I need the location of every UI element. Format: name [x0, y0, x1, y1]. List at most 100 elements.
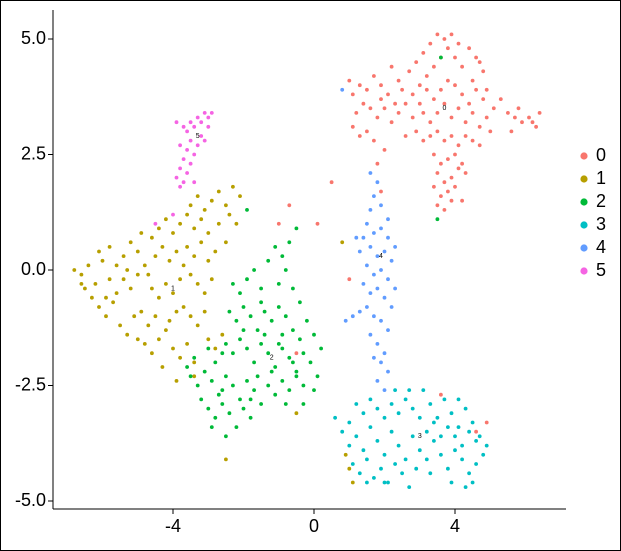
- point-cluster-2: [298, 300, 302, 305]
- point-cluster-4: [340, 87, 345, 92]
- point-cluster-1: [227, 212, 232, 217]
- point-cluster-3: [368, 425, 373, 429]
- point-cluster-3: [389, 402, 394, 406]
- point-cluster-0: [449, 134, 454, 138]
- point-cluster-1: [146, 323, 151, 328]
- point-cluster-1: [135, 249, 140, 254]
- point-cluster-5: [202, 138, 207, 143]
- point-cluster-1: [90, 295, 94, 300]
- point-cluster-5: [171, 212, 175, 217]
- point-cluster-4: [357, 249, 362, 254]
- point-cluster-1: [164, 328, 168, 332]
- point-cluster-2: [231, 282, 235, 286]
- point-cluster-0: [403, 134, 408, 138]
- point-cluster-0: [456, 41, 461, 46]
- point-cluster-2: [231, 351, 235, 356]
- point-cluster-1: [178, 221, 183, 226]
- point-cluster-1: [343, 452, 348, 457]
- point-cluster-0: [527, 115, 531, 120]
- point-cluster-3: [382, 452, 387, 457]
- point-cluster-1: [97, 305, 101, 309]
- point-cluster-2: [312, 388, 316, 392]
- point-cluster-3: [449, 411, 454, 416]
- point-cluster-0: [382, 148, 387, 152]
- point-cluster-2: [298, 337, 302, 342]
- point-cluster-5: [202, 111, 207, 115]
- point-cluster-1: [164, 282, 168, 286]
- point-cluster-5: [153, 221, 158, 226]
- point-cluster-0: [424, 87, 429, 92]
- point-cluster-0: [449, 175, 454, 180]
- point-cluster-4: [393, 245, 397, 249]
- point-cluster-0: [432, 184, 436, 189]
- point-cluster-1: [167, 318, 172, 323]
- point-cluster-2: [262, 309, 267, 314]
- point-cluster-0: [435, 203, 440, 208]
- point-cluster-4: [379, 203, 383, 208]
- point-cluster-1: [199, 217, 204, 222]
- point-cluster-1: [206, 258, 211, 263]
- point-cluster-1: [107, 277, 112, 282]
- point-cluster-1: [157, 295, 161, 300]
- point-cluster-1: [132, 314, 137, 319]
- point-cluster-3: [382, 480, 387, 485]
- point-cluster-5: [192, 152, 197, 157]
- y-tick-label: -5.0: [15, 490, 46, 510]
- point-cluster-5: [181, 124, 186, 129]
- point-cluster-0: [435, 171, 440, 175]
- point-cluster-0: [463, 134, 468, 138]
- point-cluster-0: [484, 87, 489, 92]
- point-cluster-3: [410, 434, 415, 439]
- point-cluster-0: [410, 115, 415, 120]
- point-cluster-4: [372, 314, 376, 319]
- point-cluster-0: [456, 106, 461, 111]
- point-cluster-0: [400, 87, 404, 92]
- point-cluster-2: [202, 369, 207, 374]
- point-cluster-5: [188, 120, 193, 125]
- point-cluster-0: [428, 120, 433, 125]
- point-cluster-2: [291, 328, 295, 332]
- point-cluster-0: [453, 152, 457, 157]
- point-cluster-1: [216, 221, 221, 226]
- point-cluster-2: [213, 415, 218, 420]
- point-cluster-2: [287, 388, 292, 392]
- point-cluster-2: [280, 332, 285, 337]
- point-cluster-2: [227, 309, 232, 314]
- point-cluster-2: [301, 402, 306, 406]
- point-cluster-4: [368, 171, 373, 175]
- x-tick-label: 0: [309, 516, 319, 536]
- point-cluster-2: [266, 351, 271, 356]
- point-cluster-1: [224, 457, 228, 462]
- point-cluster-3: [439, 434, 443, 439]
- legend-label-4: 4: [596, 237, 606, 257]
- point-cluster-2: [308, 360, 313, 365]
- legend-swatch-0: [580, 152, 588, 160]
- point-cluster-2: [305, 318, 309, 323]
- point-cluster-1: [121, 254, 126, 258]
- point-cluster-0: [491, 106, 496, 111]
- point-cluster-2: [301, 351, 306, 356]
- point-cluster-1: [135, 337, 140, 342]
- point-cluster-0: [449, 198, 454, 203]
- point-cluster-5: [206, 124, 211, 129]
- point-cluster-1: [185, 212, 190, 217]
- point-cluster-0: [484, 115, 489, 120]
- x-tick-label: 4: [450, 516, 460, 536]
- point-cluster-3: [354, 402, 359, 406]
- point-cluster-3: [439, 452, 443, 457]
- point-cluster-2: [248, 314, 253, 319]
- point-cluster-2: [266, 383, 271, 388]
- point-cluster-1: [224, 203, 228, 208]
- point-cluster-4: [386, 277, 390, 282]
- point-cluster-2: [266, 258, 271, 263]
- point-cluster-2: [188, 374, 193, 379]
- point-cluster-1: [150, 351, 154, 356]
- point-cluster-1: [93, 282, 98, 286]
- point-cluster-1: [142, 263, 147, 268]
- point-cluster-2: [206, 346, 211, 351]
- point-cluster-3: [446, 425, 450, 429]
- point-cluster-1: [79, 282, 84, 286]
- point-cluster-3: [460, 443, 464, 448]
- point-cluster-1: [174, 379, 179, 383]
